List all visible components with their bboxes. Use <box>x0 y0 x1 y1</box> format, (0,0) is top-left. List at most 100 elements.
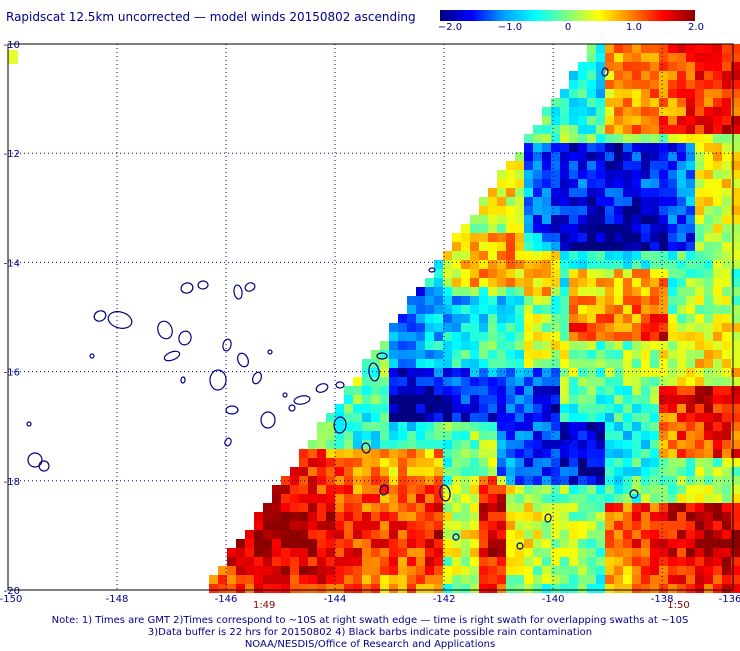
swath-cell <box>596 377 605 386</box>
swath-cell <box>578 359 587 368</box>
swath-cell <box>578 449 587 458</box>
swath-cell <box>434 503 443 512</box>
swath-cell <box>452 503 461 512</box>
swath-cell <box>731 386 740 395</box>
swath-cell <box>335 494 344 503</box>
swath-cell <box>578 269 587 278</box>
swath-cell <box>623 476 632 485</box>
swath-cell <box>542 575 551 584</box>
swath-cell <box>605 485 614 494</box>
swath-cell <box>425 386 434 395</box>
swath-cell <box>542 242 551 251</box>
swath-cell <box>632 521 641 530</box>
swath-cell <box>389 350 398 359</box>
swath-cell <box>380 422 389 431</box>
swath-cell <box>722 134 731 143</box>
swath-cell <box>515 260 524 269</box>
island-outline <box>516 542 524 550</box>
swath-cell <box>641 206 650 215</box>
swath-cell <box>497 206 506 215</box>
swath-cell <box>713 314 722 323</box>
swath-cell <box>632 278 641 287</box>
swath-cell <box>641 521 650 530</box>
swath-cell <box>371 584 380 593</box>
swath-cell <box>614 386 623 395</box>
swath-cell <box>461 422 470 431</box>
swath-cell <box>434 458 443 467</box>
swath-cell <box>722 476 731 485</box>
swath-cell <box>299 575 308 584</box>
swath-cell <box>443 458 452 467</box>
swath-cell <box>614 170 623 179</box>
latitude-label: -14 <box>4 258 20 269</box>
swath-cell <box>587 494 596 503</box>
swath-cell <box>506 224 515 233</box>
swath-cell <box>524 341 533 350</box>
swath-cell <box>317 467 326 476</box>
island-outline <box>333 416 347 434</box>
swath-cell <box>668 89 677 98</box>
swath-cell <box>677 350 686 359</box>
swath-cell <box>515 305 524 314</box>
swath-cell <box>533 296 542 305</box>
swath-cell <box>569 323 578 332</box>
swath-cell <box>416 494 425 503</box>
swath-cell <box>695 530 704 539</box>
swath-cell <box>470 413 479 422</box>
swath-cell <box>551 161 560 170</box>
swath-cell <box>605 269 614 278</box>
swath-cell <box>731 305 740 314</box>
swath-cell <box>731 125 740 134</box>
swath-cell <box>506 305 515 314</box>
swath-cell <box>623 305 632 314</box>
swath-cell <box>668 53 677 62</box>
swath-cell <box>704 521 713 530</box>
swath-cell <box>515 449 524 458</box>
swath-cell <box>506 440 515 449</box>
swath-cell <box>668 377 677 386</box>
swath-cell <box>281 476 290 485</box>
swath-cell <box>614 584 623 593</box>
swath-cell <box>461 557 470 566</box>
swath-cell <box>569 503 578 512</box>
swath-cell <box>722 242 731 251</box>
swath-cell <box>632 188 641 197</box>
swath-cell <box>416 377 425 386</box>
swath-cell <box>578 89 587 98</box>
swath-cell <box>362 395 371 404</box>
swath-cell <box>380 359 389 368</box>
swath-cell <box>569 188 578 197</box>
swath-cell <box>452 557 461 566</box>
swath-cell <box>578 521 587 530</box>
swath-cell <box>641 233 650 242</box>
swath-cell <box>398 467 407 476</box>
footnotes: Note: 1) Times are GMT 2)Times correspon… <box>0 615 740 651</box>
swath-cell <box>686 476 695 485</box>
swath-cell <box>407 332 416 341</box>
swath-cell <box>578 377 587 386</box>
swath-cell <box>560 332 569 341</box>
swath-cell <box>668 134 677 143</box>
swath-cell <box>587 107 596 116</box>
swath-cell <box>614 125 623 134</box>
swath-cell <box>533 440 542 449</box>
swath-cell <box>722 107 731 116</box>
swath-cell <box>326 485 335 494</box>
swath-cell <box>623 494 632 503</box>
swath-cell <box>614 134 623 143</box>
swath-cell <box>677 584 686 593</box>
swath-cell <box>542 548 551 557</box>
swath-cell <box>569 422 578 431</box>
swath-cell <box>389 539 398 548</box>
swath-cell <box>713 278 722 287</box>
swath-cell <box>524 512 533 521</box>
swath-cell <box>578 395 587 404</box>
swath-cell <box>488 206 497 215</box>
swath-cell <box>596 368 605 377</box>
swath-cell <box>416 557 425 566</box>
swath-cell <box>245 548 254 557</box>
swath-cell <box>416 332 425 341</box>
swath-cell <box>722 233 731 242</box>
swath-cell <box>659 242 668 251</box>
swath-cell <box>533 548 542 557</box>
